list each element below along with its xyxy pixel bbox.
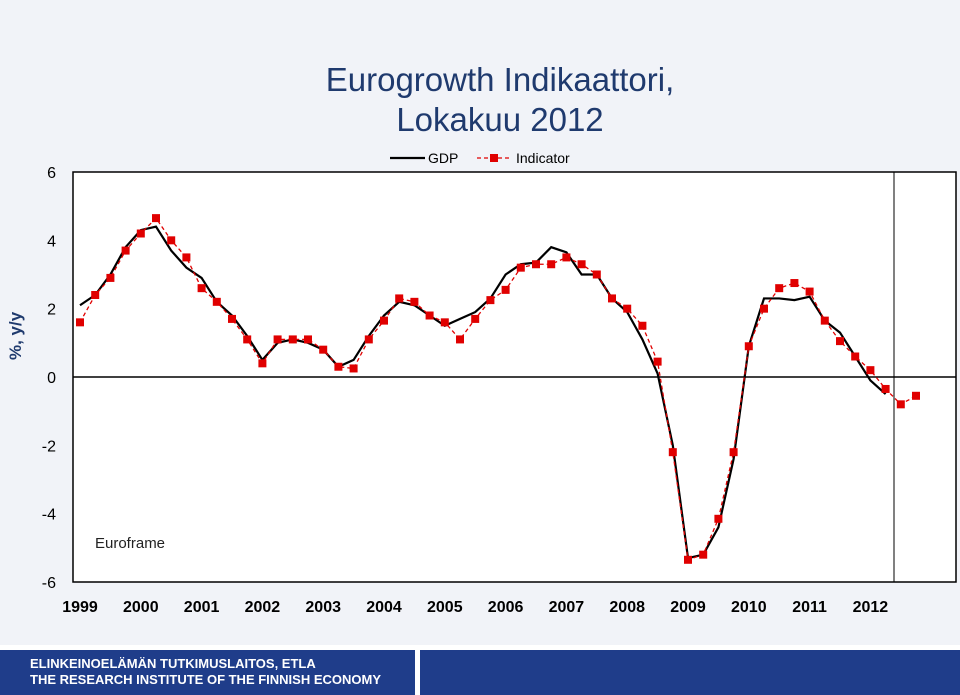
indicator-point <box>516 263 525 272</box>
series-group <box>76 214 920 564</box>
indicator-point <box>380 316 388 325</box>
footer-line-1: ELINKEINOELÄMÄN TUTKIMUSLAITOS, ETLA <box>30 656 316 671</box>
indicator-point <box>76 318 84 327</box>
title-line-1: Eurogrowth Indikaattori, <box>325 61 675 98</box>
indicator-point <box>684 555 692 564</box>
x-tick-label: 2003 <box>305 599 341 616</box>
indicator-point <box>410 297 419 306</box>
indicator-point <box>760 304 768 313</box>
indicator-point <box>896 400 905 409</box>
indicator-point <box>638 321 647 330</box>
indicator-point <box>349 364 358 373</box>
euroframe-annotation: Euroframe <box>95 535 165 552</box>
x-tick-label: 2008 <box>609 599 645 616</box>
indicator-point <box>592 270 601 279</box>
x-tick-label: 2002 <box>245 599 281 616</box>
grid-lines <box>73 172 956 582</box>
indicator-point <box>152 214 160 223</box>
indicator-point <box>532 260 540 269</box>
indicator-point <box>258 359 267 368</box>
indicator-point <box>212 297 221 306</box>
x-tick-label: 2007 <box>549 599 585 616</box>
indicator-point <box>364 335 373 344</box>
x-tick-label: 2005 <box>427 599 463 616</box>
chart-title: Eurogrowth Indikaattori, Lokakuu 2012 <box>250 60 750 140</box>
indicator-point <box>744 342 753 351</box>
indicator-point <box>440 318 449 327</box>
indicator-point <box>653 357 662 366</box>
x-tick-label: 2001 <box>184 599 220 616</box>
indicator-point <box>668 448 677 457</box>
y-tick-label: -2 <box>42 438 56 455</box>
legend-marker-indicator <box>490 154 498 162</box>
x-tick-label: 1999 <box>62 599 98 616</box>
indicator-point <box>182 253 191 262</box>
y-tick-label: 0 <box>47 370 56 387</box>
x-tick-label: 2004 <box>366 599 402 616</box>
x-tick-label: 2010 <box>731 599 767 616</box>
indicator-point <box>577 260 586 269</box>
title-line-2: Lokakuu 2012 <box>396 101 604 138</box>
indicator-point <box>304 335 312 344</box>
indicator-point <box>547 260 556 269</box>
x-tick-label: 2011 <box>792 599 827 616</box>
indicator-point <box>836 337 844 346</box>
legend-label-gdp: GDP <box>428 150 458 166</box>
footer-line-2: THE RESEARCH INSTITUTE OF THE FINNISH EC… <box>30 672 382 687</box>
indicator-point <box>714 514 723 523</box>
legend-label-indicator: Indicator <box>516 150 570 166</box>
indicator-point <box>288 335 297 344</box>
x-tick-label: 2009 <box>670 599 706 616</box>
indicator-point <box>881 384 890 393</box>
y-tick-label: 2 <box>47 302 56 319</box>
footer-right-band <box>420 650 960 695</box>
indicator-point <box>456 335 464 344</box>
indicator-point <box>228 314 236 323</box>
footer-left-band <box>0 650 415 695</box>
indicator-point <box>471 314 480 323</box>
x-tick-label: 2006 <box>488 599 524 616</box>
indicator-point <box>851 352 860 361</box>
x-tick-label: 2000 <box>123 599 159 616</box>
indicator-point <box>775 284 784 293</box>
y-tick-label: 4 <box>47 233 56 250</box>
line-chart: 6 4 2 0 -2 -4 -6 1999 2000 2001 2002 2003 2004 2005 2… <box>42 150 957 616</box>
y-tick-label: -6 <box>42 575 56 592</box>
indicator-point <box>319 345 328 354</box>
indicator-point <box>820 316 829 325</box>
indicator-point <box>790 279 799 288</box>
indicator-point <box>486 296 495 305</box>
indicator-point <box>623 304 632 313</box>
y-tick-label: -4 <box>42 507 56 524</box>
indicator-point <box>912 391 920 400</box>
indicator-point <box>501 285 510 294</box>
indicator-point <box>395 294 404 303</box>
indicator-point <box>167 236 176 245</box>
indicator-point <box>334 362 343 371</box>
indicator-point <box>197 284 206 293</box>
indicator-point <box>729 448 738 457</box>
indicator-point <box>608 294 616 303</box>
indicator-point <box>805 287 814 296</box>
indicator-point <box>699 550 708 559</box>
indicator-point <box>273 335 282 344</box>
indicator-point <box>866 366 875 375</box>
indicator-point <box>136 229 145 238</box>
x-tick-label: 2012 <box>853 599 889 616</box>
legend: GDP Indicator <box>390 150 570 166</box>
indicator-point <box>562 253 571 262</box>
x-tick-labels: 1999 2000 2001 2002 2003 2004 2005 2006 2007 2008… <box>62 599 888 616</box>
indicator-point <box>243 335 252 344</box>
indicator-point <box>121 246 130 255</box>
y-tick-labels: 6 4 2 0 -2 -4 -6 <box>42 165 56 592</box>
indicator-point <box>425 311 434 320</box>
y-tick-label: 6 <box>47 165 56 182</box>
indicator-point <box>91 291 100 299</box>
indicator-point <box>106 273 115 282</box>
